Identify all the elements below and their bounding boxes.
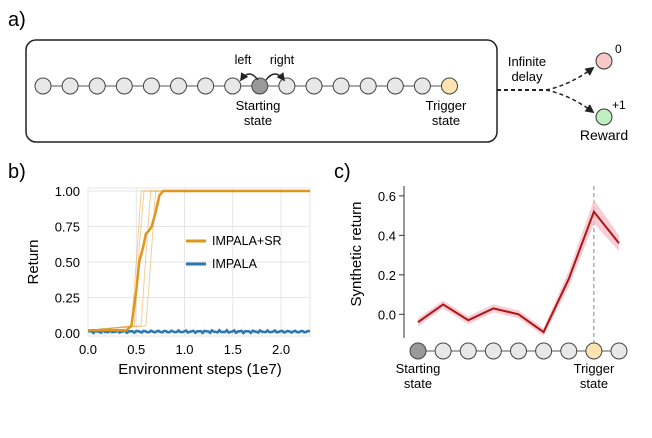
trigger-state-node — [585, 342, 603, 360]
x-tick-label: 0.0 — [79, 342, 97, 357]
state-node — [305, 77, 323, 95]
impala-sr-run-line — [88, 190, 310, 331]
plot-c-starting-label-line2: state — [404, 376, 432, 391]
starting-state-label-line1: Starting — [236, 98, 281, 113]
y-tick-label: 1.00 — [55, 184, 80, 199]
x-tick-label: 0.5 — [127, 342, 145, 357]
starting-state-node — [409, 342, 427, 360]
y-tick-label: 0.2 — [378, 268, 396, 283]
state-chain — [34, 77, 458, 95]
infinite-delay-label-line1: Infinite — [508, 54, 546, 69]
legend-impala-sr-label: IMPALA+SR — [212, 234, 282, 248]
y-tick-label: 0.4 — [378, 228, 396, 243]
reward-zero-state — [595, 52, 613, 70]
state-node — [386, 77, 404, 95]
state-node — [170, 77, 187, 95]
state-node — [34, 77, 52, 95]
left-arrow — [240, 72, 259, 82]
y-tick-label: 0.6 — [378, 189, 396, 204]
plot-b-legend: IMPALA+SR IMPALA — [186, 234, 282, 271]
panel-b: b) 0.0 0.5 1.0 1.5 2.0 0.00 0.25 0.50 0.75 1.00 E… — [8, 161, 311, 378]
plot-c-error-band — [418, 199, 619, 336]
plot-c-tick-labels: 0.0 0.2 0.4 0.6 — [378, 189, 404, 322]
legend-impala-label: IMPALA — [212, 257, 258, 271]
state-node — [484, 342, 502, 360]
y-tick-label: 0.00 — [55, 326, 80, 341]
state-node — [142, 77, 160, 95]
plot-c-y-axis-label: Synthetic return — [348, 201, 365, 306]
panel-a: a) left right Starting state Trigger sta… — [8, 9, 628, 143]
plot-b-x-axis-label: Environment steps (1e7) — [118, 361, 281, 378]
plot-b-grid — [87, 188, 310, 336]
state-node — [278, 77, 296, 95]
state-node — [434, 342, 452, 360]
state-node — [510, 342, 527, 360]
starting-state-label-line2: state — [244, 113, 272, 128]
impala-sr-run-line — [88, 190, 310, 331]
plot-b-tick-labels: 0.0 0.5 1.0 1.5 2.0 0.00 0.25 0.50 0.75 1.00 — [55, 184, 290, 357]
right-arrow — [265, 72, 286, 82]
y-tick-label: 0.0 — [378, 307, 396, 322]
y-tick-label: 0.25 — [55, 291, 80, 306]
impala-sr-run-line — [88, 190, 310, 331]
plot-b-series — [88, 189, 310, 335]
plot-c-trigger-label-line2: state — [580, 376, 608, 391]
y-tick-label: 0.75 — [55, 220, 80, 235]
state-node — [535, 342, 553, 360]
trigger-state-label-line2: state — [432, 113, 460, 128]
x-tick-label: 2.0 — [272, 342, 290, 357]
state-node — [197, 77, 215, 95]
state-node — [332, 77, 350, 95]
impala-sr-line — [88, 189, 310, 332]
x-tick-label: 1.0 — [175, 342, 193, 357]
reward-zero-arrow — [545, 66, 595, 91]
y-tick-label: 0.50 — [55, 255, 80, 270]
starting-state-node — [251, 77, 269, 95]
trigger-state-node — [441, 77, 458, 95]
reward-label: Reward — [580, 127, 628, 143]
plot-c-state-chain — [409, 342, 628, 360]
right-label: right — [270, 53, 295, 67]
reward-plus-value: +1 — [612, 98, 626, 112]
state-node — [413, 77, 431, 95]
left-label: left — [235, 53, 252, 67]
panel-c-label: c) — [334, 161, 351, 183]
trigger-state-label-line1: Trigger — [426, 98, 467, 113]
state-node — [224, 77, 242, 95]
reward-zero-value: 0 — [615, 42, 622, 56]
impala-sr-run-line — [88, 190, 310, 331]
state-node — [610, 342, 628, 360]
state-node — [88, 77, 106, 95]
state-node — [459, 342, 477, 360]
panel-c: c) 0.0 0.2 0.4 0.6 Synthetic return Startin… — [334, 161, 628, 391]
state-node — [115, 77, 133, 95]
infinite-delay-label-line2: delay — [511, 69, 543, 84]
panel-b-label: b) — [8, 161, 26, 183]
plot-c-trigger-label-line1: Trigger — [574, 361, 615, 376]
plot-b-y-axis-label: Return — [25, 239, 42, 284]
plot-c-starting-label-line1: Starting — [396, 361, 441, 376]
reward-plus-arrow — [545, 89, 595, 114]
state-node — [61, 77, 79, 95]
plot-c-synthetic-return-line — [417, 209, 620, 334]
plot-b-individual-runs — [88, 190, 310, 331]
reward-plus-state — [595, 108, 613, 126]
panel-a-label: a) — [8, 9, 26, 31]
state-node — [560, 342, 578, 360]
x-tick-label: 1.5 — [224, 342, 242, 357]
state-node — [359, 77, 377, 95]
